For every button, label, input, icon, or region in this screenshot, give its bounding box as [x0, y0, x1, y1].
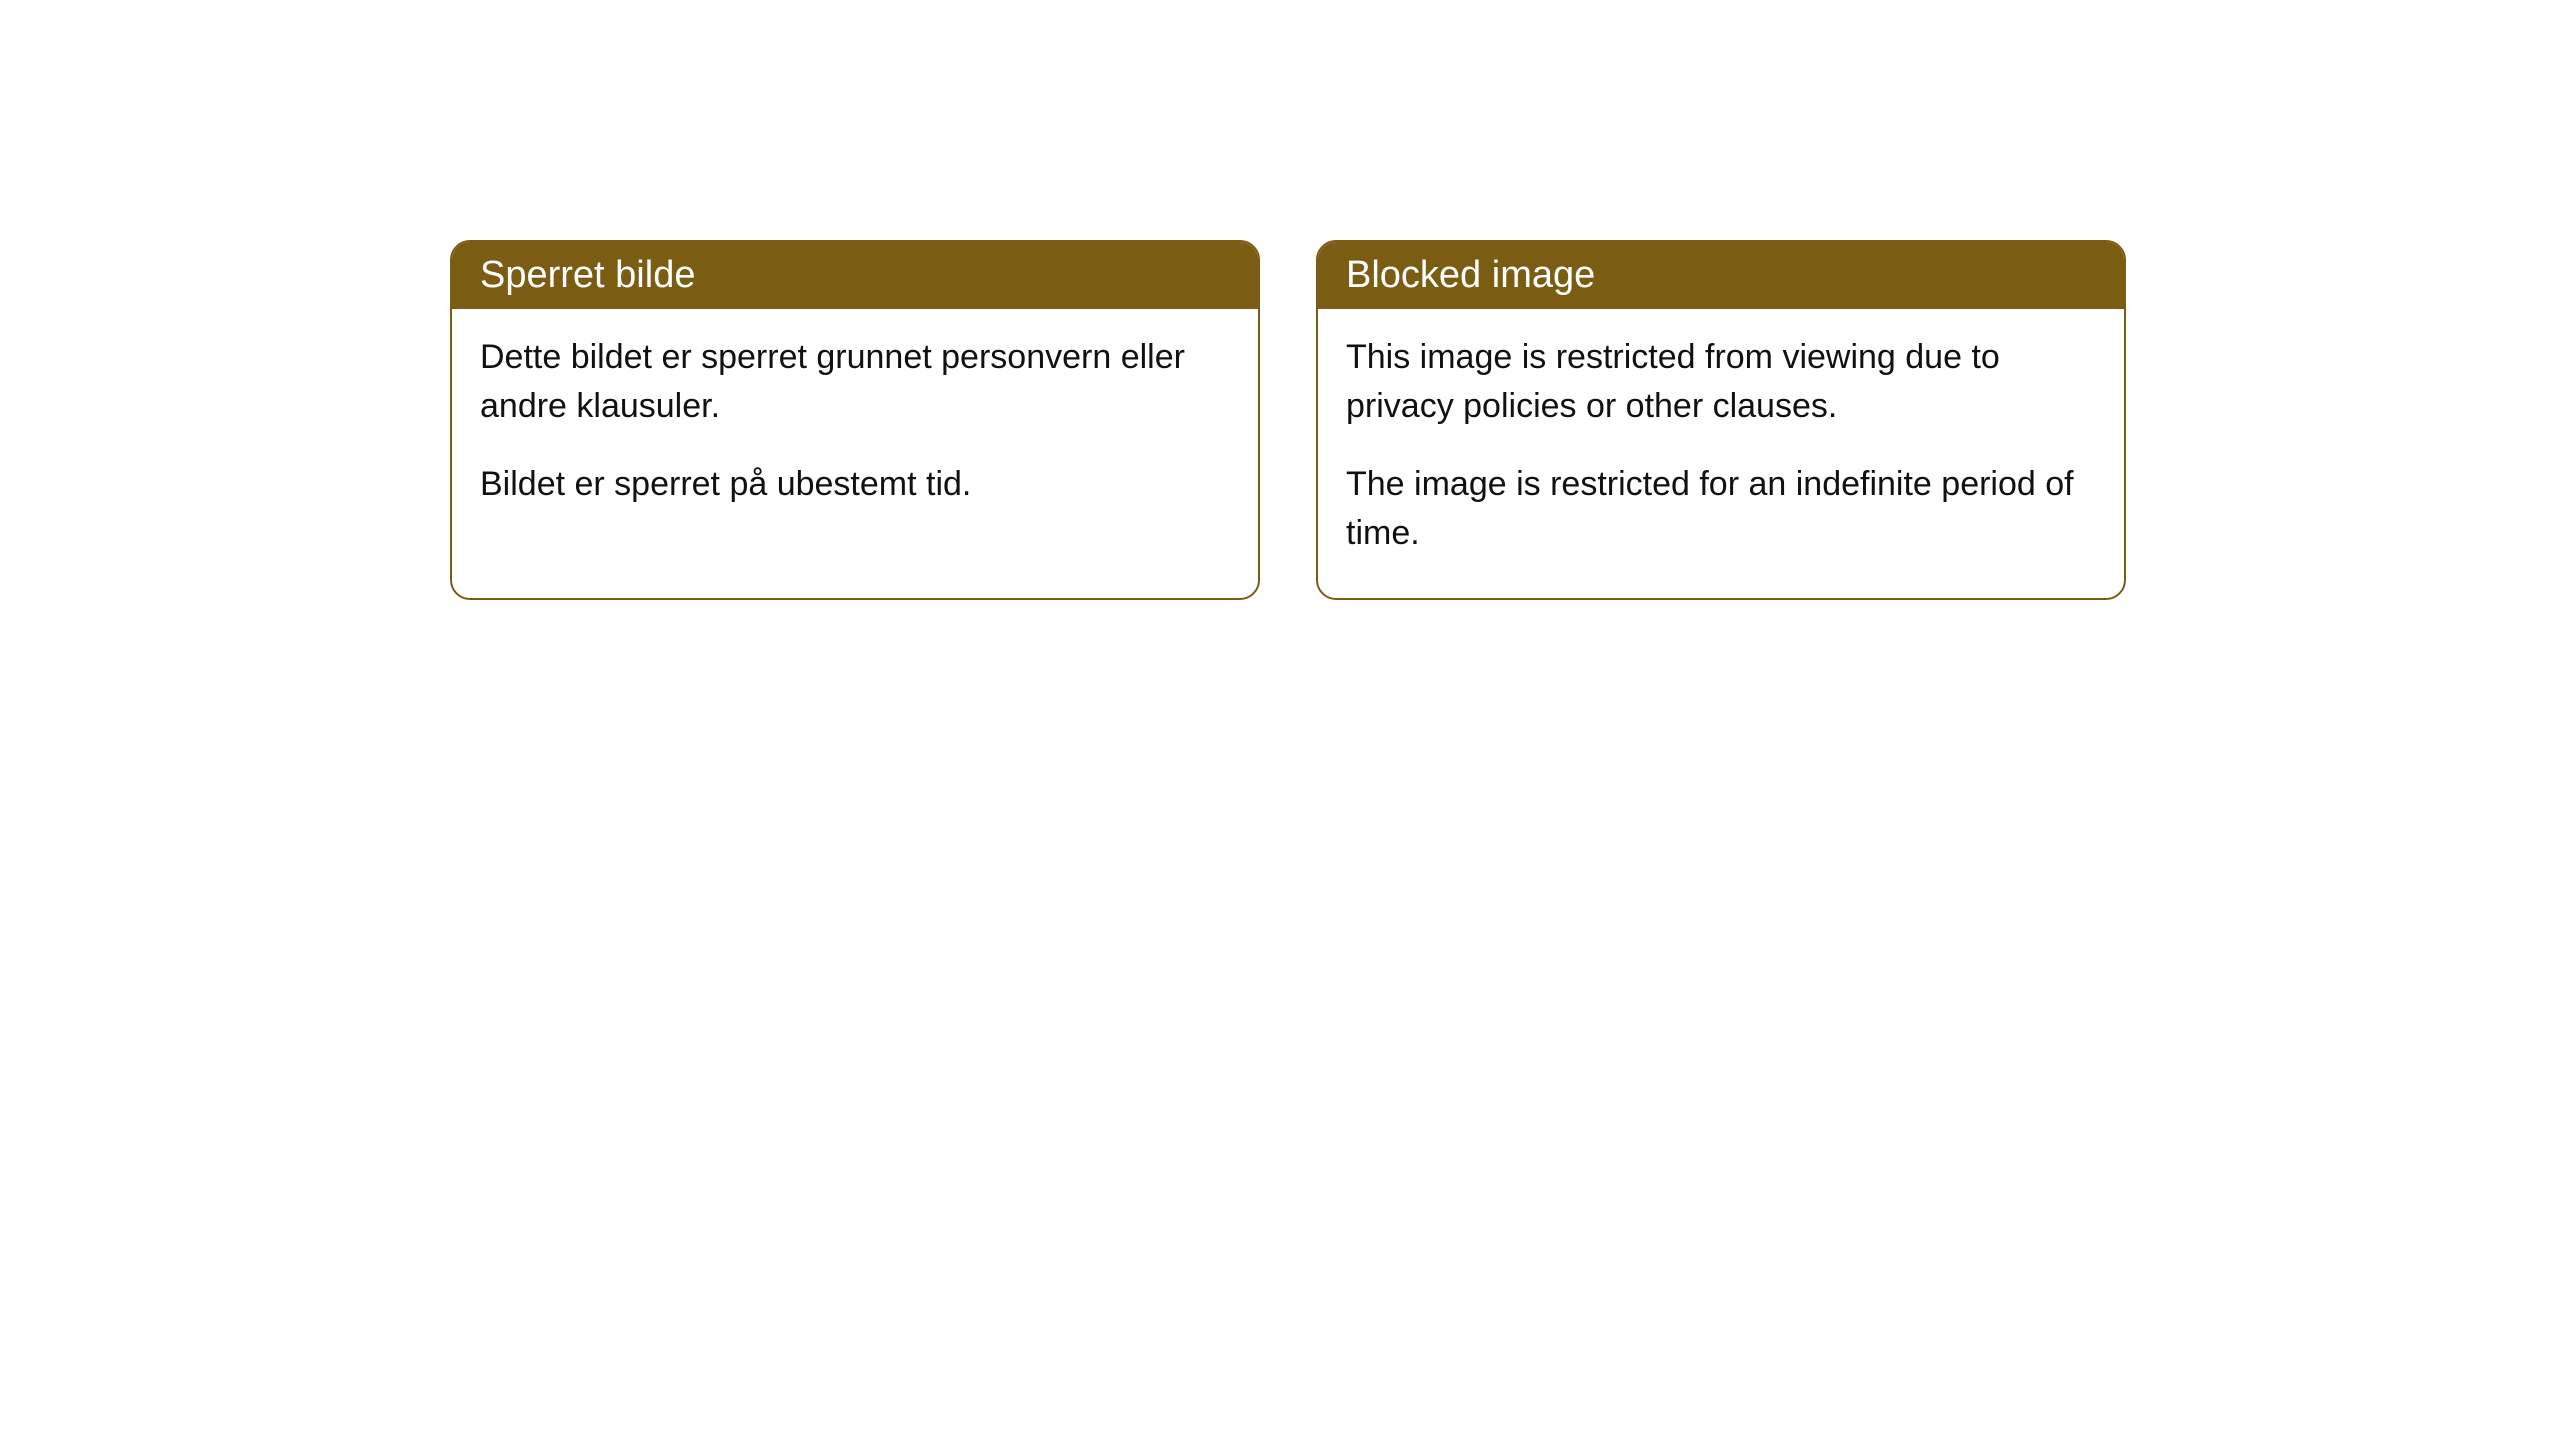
card-paragraph: Dette bildet er sperret grunnet personve…: [480, 333, 1230, 432]
card-header-english: Blocked image: [1318, 242, 2124, 309]
card-title: Blocked image: [1346, 254, 1595, 296]
card-body-norwegian: Dette bildet er sperret grunnet personve…: [452, 309, 1258, 549]
card-english: Blocked image This image is restricted f…: [1316, 240, 2126, 600]
card-title: Sperret bilde: [480, 254, 695, 296]
card-norwegian: Sperret bilde Dette bildet er sperret gr…: [450, 240, 1260, 600]
card-paragraph: This image is restricted from viewing du…: [1346, 333, 2096, 432]
card-paragraph: The image is restricted for an indefinit…: [1346, 460, 2096, 559]
card-paragraph: Bildet er sperret på ubestemt tid.: [480, 460, 1230, 509]
card-body-english: This image is restricted from viewing du…: [1318, 309, 2124, 598]
card-header-norwegian: Sperret bilde: [452, 242, 1258, 309]
cards-container: Sperret bilde Dette bildet er sperret gr…: [450, 240, 2126, 600]
